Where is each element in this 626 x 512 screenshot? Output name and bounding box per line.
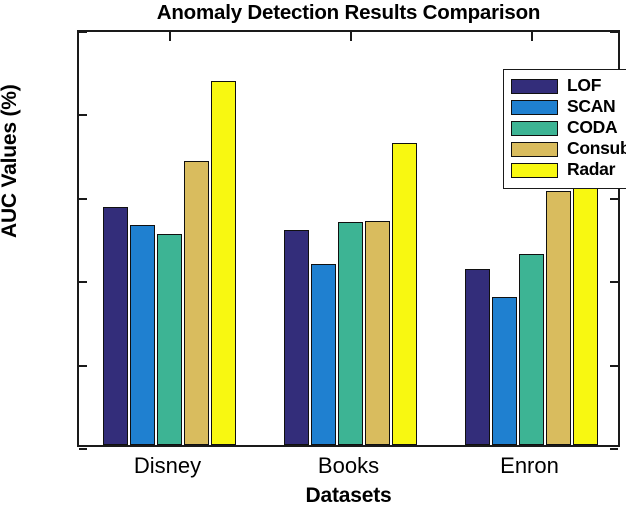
y-tick-mark xyxy=(79,197,87,200)
legend-swatch-coda xyxy=(511,120,558,136)
x-tick-mark-top xyxy=(168,32,171,41)
bar-enron-coda xyxy=(519,254,544,445)
legend-item-consub-coda[interactable]: Consub+CODA xyxy=(511,139,626,159)
bar-disney-consub-coda xyxy=(184,161,209,445)
y-tick-mark-right xyxy=(610,31,618,33)
legend-label: LOF xyxy=(567,75,602,96)
x-tick-mark-top xyxy=(349,32,352,41)
bar-books-lof xyxy=(284,229,309,445)
y-tick-mark-right xyxy=(610,448,618,450)
bar-books-scan xyxy=(311,263,336,445)
y-tick-mark xyxy=(79,448,87,450)
y-axis-label: AUC Values (%) xyxy=(0,84,21,238)
y-tick-mark-right xyxy=(610,197,618,200)
y-tick-mark xyxy=(79,31,87,33)
legend-item-lof[interactable]: LOF xyxy=(511,76,626,96)
bar-enron-scan xyxy=(492,296,517,445)
legend-swatch-lof xyxy=(511,78,558,94)
legend-label: CODA xyxy=(567,117,618,138)
y-tick-mark xyxy=(79,114,87,117)
y-tick-mark-right xyxy=(610,281,618,284)
bar-books-coda xyxy=(338,221,363,445)
legend-item-coda[interactable]: CODA xyxy=(511,118,626,138)
legend-label: SCAN xyxy=(567,96,616,117)
x-tick-label-enron: Enron xyxy=(500,453,559,478)
legend-item-radar[interactable]: Radar xyxy=(511,160,626,180)
legend-item-scan[interactable]: SCAN xyxy=(511,97,626,117)
bar-books-radar xyxy=(392,143,417,445)
legend-swatch-scan xyxy=(511,99,558,115)
x-axis-label: Datasets xyxy=(305,484,392,507)
bar-enron-consub-coda xyxy=(546,190,571,445)
bars-layer xyxy=(79,32,618,445)
bar-books-consub-coda xyxy=(365,221,390,445)
x-tick-label-books: Books xyxy=(317,453,380,478)
bar-disney-radar xyxy=(211,80,236,445)
y-tick-mark-right xyxy=(610,364,618,367)
bar-disney-coda xyxy=(157,234,182,445)
bar-enron-radar xyxy=(573,172,598,445)
legend-swatch-consub-coda xyxy=(511,141,558,157)
bar-disney-scan xyxy=(130,224,155,445)
legend-swatch-radar xyxy=(511,162,558,178)
legend-label: Consub+CODA xyxy=(567,138,626,159)
y-tick-mark xyxy=(79,281,87,284)
bar-disney-lof xyxy=(103,207,128,445)
bar-enron-lof xyxy=(465,269,490,445)
legend-label: Radar xyxy=(567,159,616,180)
x-tick-mark-top xyxy=(530,32,533,41)
chart-title: Anomaly Detection Results Comparison xyxy=(156,1,541,24)
x-tick-label-disney: Disney xyxy=(133,453,202,478)
y-tick-mark xyxy=(79,364,87,367)
